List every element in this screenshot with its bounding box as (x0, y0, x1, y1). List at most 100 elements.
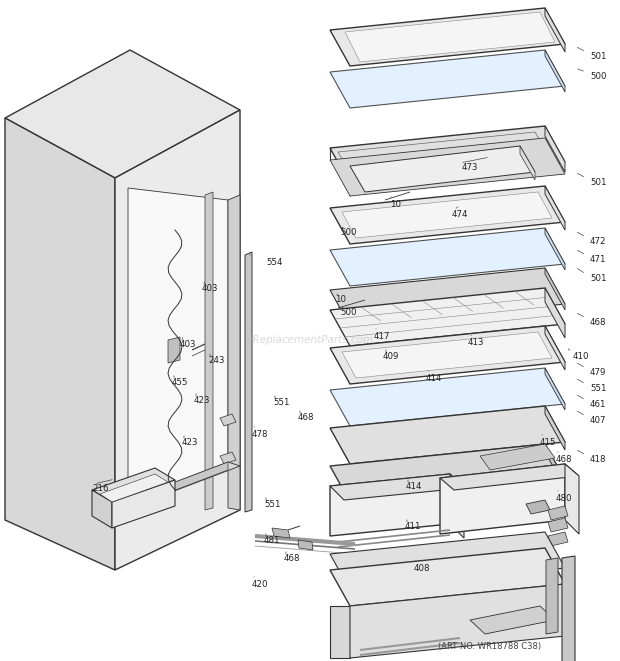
Polygon shape (330, 548, 565, 606)
Polygon shape (115, 110, 240, 570)
Text: 478: 478 (252, 430, 268, 439)
Polygon shape (342, 192, 552, 238)
Polygon shape (520, 146, 535, 180)
Polygon shape (128, 188, 228, 508)
Text: 408: 408 (414, 564, 430, 573)
Polygon shape (480, 444, 555, 470)
Polygon shape (548, 506, 568, 520)
Polygon shape (112, 480, 175, 528)
Polygon shape (128, 462, 228, 508)
Polygon shape (330, 138, 565, 196)
Polygon shape (450, 474, 464, 538)
Text: 403: 403 (202, 284, 218, 293)
Polygon shape (330, 50, 565, 108)
Text: 551: 551 (273, 398, 290, 407)
Text: 423: 423 (194, 396, 211, 405)
Polygon shape (545, 406, 565, 450)
Text: 468: 468 (298, 413, 314, 422)
Polygon shape (546, 558, 558, 634)
Polygon shape (330, 532, 565, 590)
Polygon shape (205, 192, 213, 510)
Text: 413: 413 (468, 338, 484, 347)
Polygon shape (545, 126, 565, 172)
Polygon shape (545, 268, 565, 310)
Polygon shape (545, 228, 565, 270)
Text: 471: 471 (590, 255, 606, 264)
Polygon shape (245, 252, 252, 512)
Text: 501: 501 (590, 274, 606, 283)
Polygon shape (128, 462, 240, 504)
Polygon shape (330, 126, 565, 184)
Text: eReplacementParts.com: eReplacementParts.com (246, 335, 374, 345)
Polygon shape (526, 500, 550, 514)
Polygon shape (565, 464, 579, 534)
Polygon shape (330, 8, 565, 66)
Text: 423: 423 (182, 438, 198, 447)
Polygon shape (545, 8, 565, 52)
Polygon shape (92, 468, 175, 502)
Text: 474: 474 (452, 210, 469, 219)
Polygon shape (345, 12, 555, 62)
Polygon shape (330, 268, 565, 326)
Polygon shape (330, 326, 565, 384)
Text: 403: 403 (180, 340, 197, 349)
Text: 417: 417 (374, 332, 391, 341)
Polygon shape (350, 584, 565, 658)
Polygon shape (548, 532, 568, 546)
Polygon shape (548, 518, 568, 532)
Text: 479: 479 (590, 368, 606, 377)
Polygon shape (5, 50, 240, 178)
Text: 10: 10 (335, 295, 346, 304)
Text: 481: 481 (264, 536, 280, 545)
Polygon shape (330, 474, 450, 536)
Text: 414: 414 (406, 482, 422, 491)
Polygon shape (92, 490, 112, 528)
Polygon shape (440, 464, 565, 534)
Polygon shape (272, 528, 290, 538)
Text: 461: 461 (590, 400, 606, 409)
Text: 415: 415 (540, 438, 557, 447)
Polygon shape (330, 406, 565, 464)
Text: 414: 414 (426, 374, 443, 383)
Polygon shape (100, 474, 168, 502)
Polygon shape (330, 288, 565, 346)
Polygon shape (5, 118, 115, 570)
Text: 500: 500 (590, 72, 606, 81)
Polygon shape (330, 606, 350, 658)
Polygon shape (545, 326, 565, 370)
Text: 554: 554 (266, 258, 283, 267)
Polygon shape (545, 444, 565, 488)
Text: 472: 472 (590, 237, 606, 246)
Text: 411: 411 (405, 522, 422, 531)
Text: 468: 468 (284, 554, 301, 563)
Polygon shape (545, 186, 565, 230)
Polygon shape (545, 368, 565, 410)
Polygon shape (562, 556, 575, 661)
Polygon shape (220, 414, 236, 426)
Text: 468: 468 (556, 455, 572, 464)
Polygon shape (168, 337, 180, 363)
Text: 243: 243 (208, 356, 224, 365)
Text: 500: 500 (340, 228, 356, 237)
Text: 418: 418 (590, 455, 606, 464)
Text: 468: 468 (590, 318, 606, 327)
Text: 407: 407 (590, 416, 606, 425)
Polygon shape (330, 444, 565, 502)
Text: 216: 216 (92, 484, 108, 493)
Text: 410: 410 (573, 352, 590, 361)
Text: 455: 455 (172, 378, 188, 387)
Polygon shape (330, 474, 464, 500)
Polygon shape (545, 50, 565, 92)
Polygon shape (470, 606, 555, 634)
Text: 473: 473 (462, 163, 479, 172)
Text: 10: 10 (390, 200, 401, 209)
Polygon shape (545, 288, 565, 338)
Polygon shape (330, 368, 565, 426)
Polygon shape (228, 195, 240, 510)
Text: 501: 501 (590, 52, 606, 61)
Text: (ART NO. WR18788 C38): (ART NO. WR18788 C38) (438, 642, 541, 651)
Polygon shape (298, 540, 313, 550)
Polygon shape (330, 186, 565, 244)
Text: 409: 409 (383, 352, 399, 361)
Text: 551: 551 (264, 500, 280, 509)
